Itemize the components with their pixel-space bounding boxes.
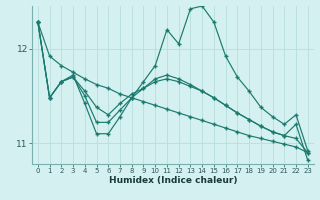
X-axis label: Humidex (Indice chaleur): Humidex (Indice chaleur) [108, 176, 237, 185]
